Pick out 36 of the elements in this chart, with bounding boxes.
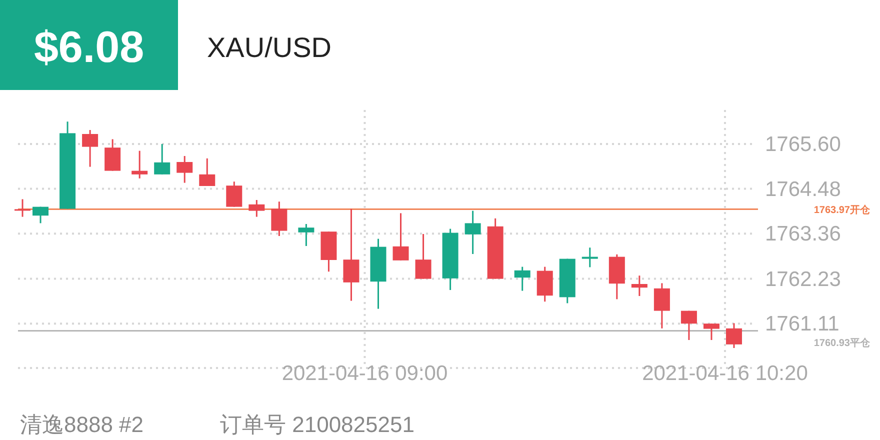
chart-title: XAU/USD (207, 32, 332, 63)
y-tick-label: 1764.48 (765, 178, 841, 201)
candlestick (631, 274, 648, 297)
text: $6.08 (34, 23, 144, 72)
text: 清逸8888 #2 (20, 412, 144, 437)
ref-line-label: 1760.93平仓 (814, 336, 871, 349)
candlestick (343, 208, 360, 302)
candlestick (680, 310, 697, 341)
candlestick (248, 199, 265, 218)
candlestick (82, 129, 98, 168)
ref-line-label: 1763.97开仓 (814, 204, 871, 216)
candlestick (464, 210, 481, 255)
candlestick (132, 150, 148, 180)
text: 订单号 2100825251 (220, 412, 414, 437)
x-tick-label: 2021-04-16 09:00 (282, 362, 448, 385)
y-tick-label: 1765.60 (765, 133, 841, 156)
candlestick (703, 322, 720, 341)
y-tick-label: 1762.23 (765, 268, 841, 291)
candlestick (104, 138, 121, 172)
candlestick (654, 282, 670, 330)
candlestick (392, 212, 409, 262)
y-tick-label: 1763.36 (765, 222, 841, 246)
x-tick-label: 2021-04-16 10:20 (642, 362, 808, 385)
candlestick (298, 223, 314, 247)
candlestick (14, 198, 31, 218)
candlestick (582, 246, 598, 268)
candlestick (199, 158, 216, 187)
y-tick-label: 1761.11 (765, 312, 840, 336)
candlestick (32, 206, 49, 224)
candlestick (415, 233, 432, 280)
candlestick (271, 200, 288, 237)
candlestick (514, 266, 530, 292)
candlestick (176, 155, 193, 184)
candlestick (726, 322, 742, 349)
candlestick (226, 180, 242, 208)
candlestick (154, 143, 170, 176)
